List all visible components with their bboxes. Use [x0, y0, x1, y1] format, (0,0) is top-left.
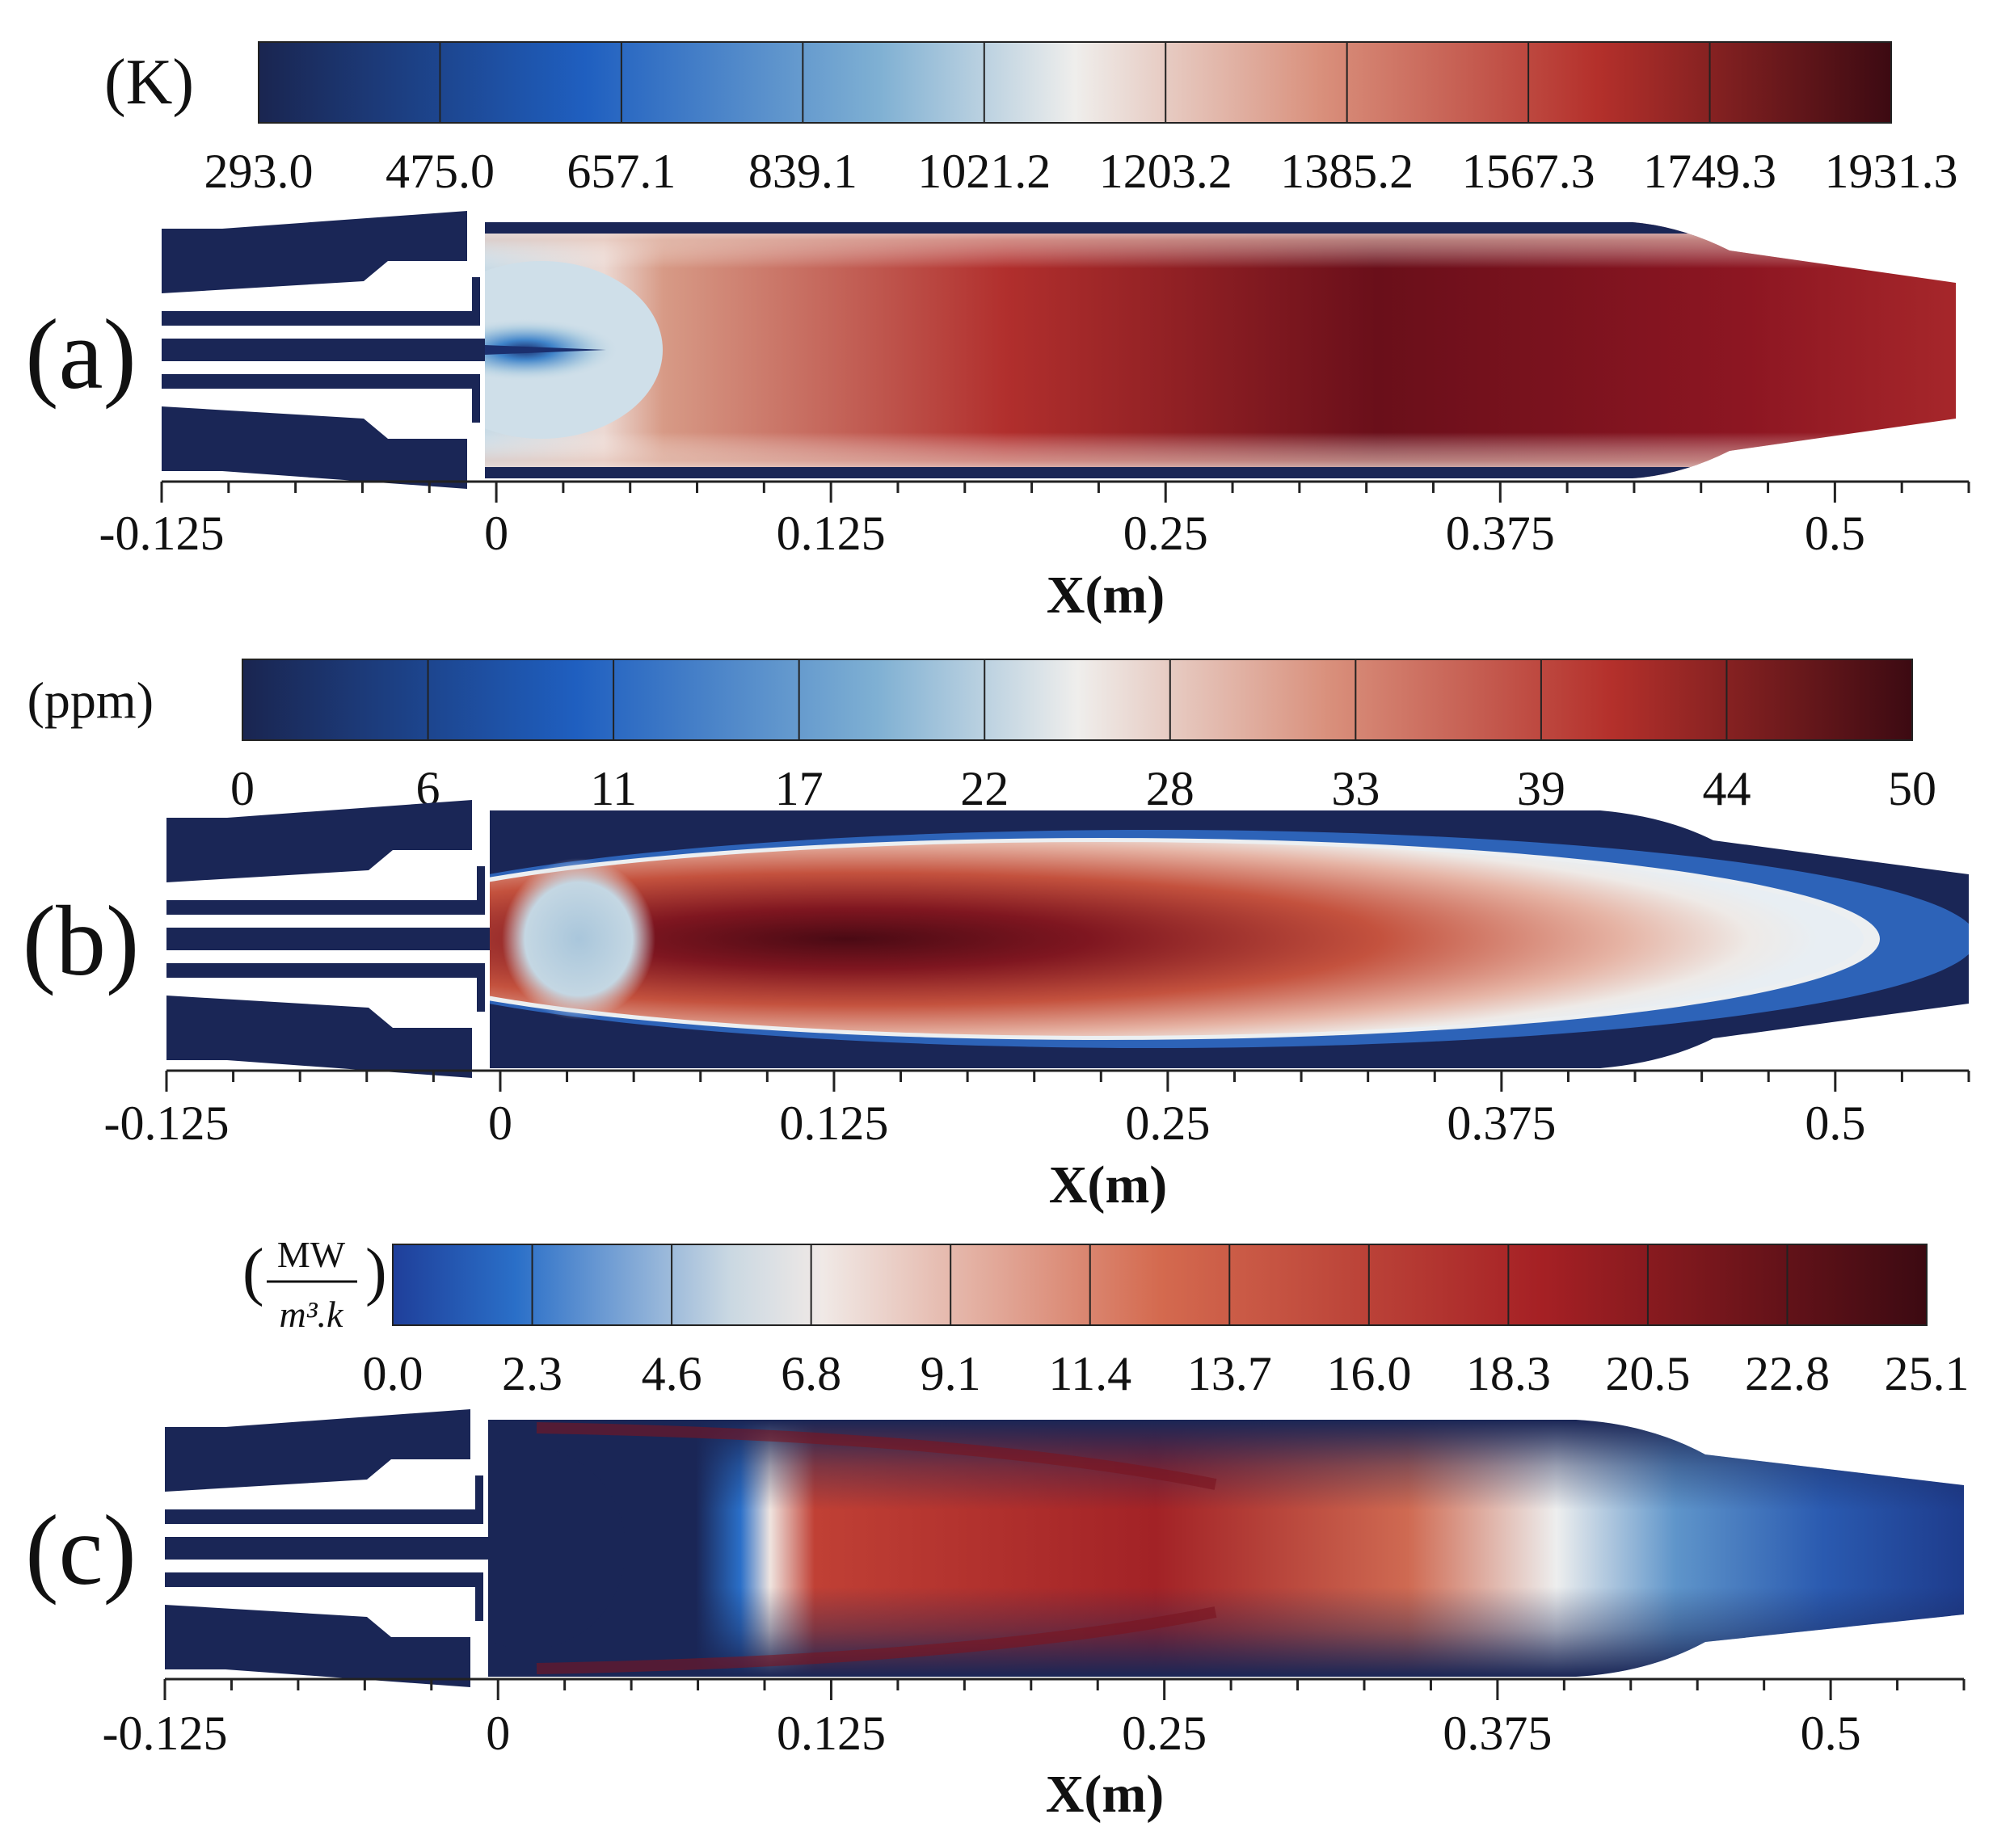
- x-axis-title: X(m): [1047, 566, 1165, 625]
- x-tick-label: -0.125: [104, 1097, 230, 1150]
- x-tick-label: 0.375: [1446, 507, 1555, 560]
- x-tick-label: 0: [486, 1707, 510, 1760]
- x-tick-label: 0.375: [1447, 1097, 1556, 1150]
- panel-b: 0 6 11 17 22 28 33 39 44 50(ppm)-0.125 0 0.125 0.25 0…: [23, 659, 1970, 1214]
- x-tick-label: 0.125: [777, 1707, 886, 1760]
- colorbar-tick-label: 0.0: [363, 1347, 423, 1400]
- colorbar-tick-label: 44: [1702, 762, 1751, 815]
- x-tick-label: 0.25: [1125, 1097, 1210, 1150]
- panel-label: (c): [25, 1495, 137, 1606]
- colorbar-tick-label: 22.8: [1745, 1347, 1830, 1400]
- colorbar: [392, 1244, 1928, 1326]
- x-tick-label: 0: [488, 1097, 512, 1150]
- x-axis-title: X(m): [1046, 1765, 1165, 1824]
- unit-denominator: m³.k: [280, 1294, 345, 1335]
- x-tick-label: 0.125: [777, 507, 886, 560]
- unit-numerator: MW: [277, 1234, 346, 1275]
- unit-open-paren: (: [242, 1236, 264, 1307]
- x-tick-label: 0.125: [779, 1097, 888, 1150]
- x-tick-label: 0.25: [1122, 1707, 1207, 1760]
- colorbar-tick-label: 1385.2: [1280, 145, 1414, 198]
- x-tick-label: 0.5: [1805, 1097, 1865, 1150]
- colorbar-tick-label: 9.1: [921, 1347, 981, 1400]
- panel-label: (b): [23, 886, 140, 996]
- x-tick-label: -0.125: [103, 1707, 228, 1760]
- contour-field: [485, 222, 1956, 478]
- colorbar-tick-label: 11.4: [1048, 1347, 1131, 1400]
- panel-label: (a): [25, 299, 137, 410]
- x-tick-label: 0.25: [1123, 507, 1208, 560]
- inlet-geometry: [165, 1409, 496, 1687]
- colorbar-tick-label: 39: [1517, 762, 1565, 815]
- colorbar-tick-label: 657.1: [567, 145, 676, 198]
- colorbar-tick-label: 22: [960, 762, 1009, 815]
- colorbar-tick-label: 0: [230, 762, 255, 815]
- colorbar-tick-label: 1567.3: [1462, 145, 1595, 198]
- colorbar-tick-label: 11: [590, 762, 637, 815]
- colorbar-tick-label: 28: [1146, 762, 1195, 815]
- colorbar-tick-label: 2.3: [502, 1347, 563, 1400]
- colorbar-unit-label: (K): [104, 47, 194, 118]
- x-tick-label: 0.5: [1801, 1707, 1861, 1760]
- panel-c: 0.0 2.3 4.6 6.8 9.1 11.4 13.7 16.0 18.3 20.5 22.8 2…: [25, 1234, 1970, 1824]
- colorbar-tick-label: 1749.3: [1643, 145, 1776, 198]
- contour-field: [490, 810, 1969, 1068]
- unit-close-paren: ): [365, 1236, 387, 1307]
- colorbar-tick-label: 1931.3: [1825, 145, 1958, 198]
- colorbar-unit-label: (ppm): [27, 671, 154, 729]
- colorbar-tick-label: 16.0: [1326, 1347, 1411, 1400]
- colorbar-tick-label: 293.0: [204, 145, 314, 198]
- colorbar-tick-label: 839.1: [748, 145, 857, 198]
- contour-field: [488, 1420, 1964, 1677]
- colorbar-tick-label: 33: [1331, 762, 1380, 815]
- colorbar-tick-label: 4.6: [642, 1347, 702, 1400]
- colorbar-tick-label: 18.3: [1466, 1347, 1551, 1400]
- x-tick-label: 0.375: [1443, 1707, 1552, 1760]
- colorbar-tick-label: 1021.2: [917, 145, 1051, 198]
- x-axis-title: X(m): [1049, 1156, 1168, 1214]
- colorbar-tick-label: 17: [775, 762, 824, 815]
- colorbar-tick-label: 1203.2: [1099, 145, 1232, 198]
- x-tick-label: 0: [484, 507, 508, 560]
- colorbar-tick-label: 13.7: [1187, 1347, 1272, 1400]
- x-tick-label: -0.125: [99, 507, 225, 560]
- colorbar-tick-label: 20.5: [1605, 1347, 1690, 1400]
- panel-a: 293.0 475.0 657.1 839.1 1021.2 1203.2 1385.2 15…: [25, 41, 1970, 625]
- colorbar-tick-label: 475.0: [386, 145, 495, 198]
- colorbar-tick-label: 50: [1888, 762, 1936, 815]
- x-tick-label: 0.5: [1805, 507, 1865, 560]
- colorbar: [258, 41, 1892, 124]
- colorbar-tick-label: 25.1: [1885, 1347, 1970, 1400]
- colorbar-tick-label: 6.8: [781, 1347, 841, 1400]
- colorbar: [242, 659, 1913, 741]
- inlet-geometry: [166, 800, 498, 1078]
- inlet-geometry: [162, 211, 493, 489]
